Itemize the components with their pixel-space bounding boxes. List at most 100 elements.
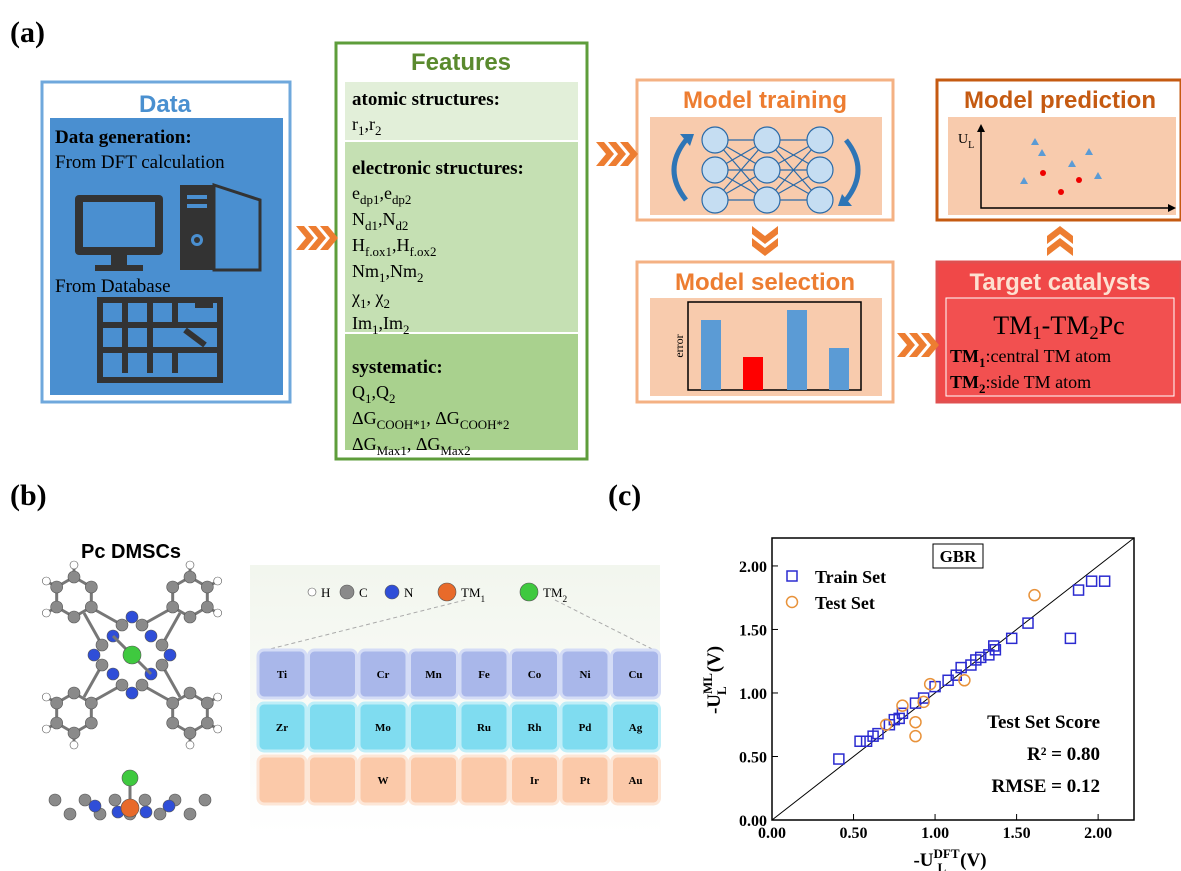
element-cell bbox=[307, 648, 358, 700]
text-line: ΔGMax1, ΔGMax2 bbox=[352, 434, 471, 458]
molecule bbox=[41, 560, 223, 821]
subscript: f.ox1 bbox=[365, 244, 392, 259]
atom bbox=[50, 600, 63, 614]
y-tick-label: 1.50 bbox=[739, 622, 767, 639]
atom bbox=[135, 618, 149, 632]
features-section bbox=[345, 142, 578, 332]
element-cell bbox=[458, 701, 510, 753]
subscript: 2 bbox=[389, 391, 395, 406]
label-unit: (V) bbox=[704, 646, 725, 672]
element-label: Pd bbox=[579, 722, 592, 734]
text-line: TM2 bbox=[543, 585, 568, 605]
text-line: χ1, χ2 bbox=[351, 287, 390, 311]
nn-node bbox=[753, 126, 781, 154]
text-run: H bbox=[321, 585, 330, 600]
chart-title: GBR bbox=[940, 547, 978, 566]
text-line: TM1-TM2Pc bbox=[993, 311, 1124, 344]
text-run: Nm bbox=[352, 261, 379, 281]
atom bbox=[213, 608, 223, 618]
text-run: :side TM atom bbox=[985, 372, 1091, 392]
subscript: 1 bbox=[979, 355, 985, 370]
text-line: TM2:side TM atom bbox=[950, 372, 1091, 396]
element-cell bbox=[509, 701, 560, 753]
atom bbox=[106, 667, 120, 681]
nn-node bbox=[753, 156, 781, 184]
atom bbox=[138, 793, 152, 807]
text-run: :central TM atom bbox=[985, 346, 1111, 366]
point bbox=[879, 718, 893, 731]
text-run: ,Nm bbox=[385, 261, 417, 281]
text-line: H bbox=[321, 585, 330, 600]
section-heading: atomic structures: bbox=[352, 89, 500, 110]
element-cell bbox=[256, 648, 308, 700]
atom bbox=[69, 560, 79, 570]
atom bbox=[213, 576, 223, 586]
subscript: 1 bbox=[481, 595, 486, 605]
y-tick-label: 1.00 bbox=[739, 686, 767, 703]
text-run: N bbox=[404, 585, 414, 600]
legend-marker bbox=[785, 595, 799, 609]
subscript: f.ox2 bbox=[409, 244, 436, 259]
atom bbox=[85, 696, 98, 710]
atom bbox=[166, 716, 179, 730]
periodic-table: Ti Cr Mn Fe Co Ni Cu Zr Mo Ru Rh Pd Ag W Ir Pt Au bbox=[256, 648, 661, 806]
text-run: ,H bbox=[392, 235, 410, 255]
illustration-bar bbox=[829, 348, 849, 390]
point bbox=[974, 651, 987, 664]
legend-label: Test Set bbox=[815, 593, 875, 613]
element-label: Ag bbox=[629, 722, 643, 734]
point bbox=[988, 640, 1000, 652]
atom bbox=[95, 658, 109, 672]
atom bbox=[201, 696, 214, 710]
atom bbox=[163, 648, 177, 662]
text-line: r1,r2 bbox=[352, 114, 381, 138]
subscript: 2 bbox=[403, 322, 409, 337]
legend-label: Train Set bbox=[815, 567, 886, 587]
subscript: 2 bbox=[979, 381, 985, 396]
atom bbox=[139, 805, 153, 819]
point bbox=[896, 707, 909, 720]
nn-node bbox=[701, 156, 729, 184]
element-label: Rh bbox=[527, 722, 541, 734]
point bbox=[872, 727, 884, 740]
atom bbox=[67, 610, 81, 624]
subscript: d2 bbox=[395, 218, 408, 233]
label-base: -U bbox=[704, 694, 725, 714]
element-cell bbox=[559, 754, 611, 806]
nn-node bbox=[701, 186, 729, 214]
annotation: R² = 0.80 bbox=[1027, 744, 1100, 765]
section-heading: systematic: bbox=[352, 357, 443, 378]
text-run: U bbox=[958, 132, 968, 147]
text-run: ,Q bbox=[371, 382, 389, 402]
element-cell bbox=[458, 648, 510, 700]
text-run: TM bbox=[543, 585, 563, 600]
label-unit: (V) bbox=[960, 850, 986, 871]
element-label: Fe bbox=[478, 669, 490, 681]
atom bbox=[183, 570, 197, 584]
atom bbox=[135, 678, 149, 692]
target-inner bbox=[945, 297, 1175, 397]
atom bbox=[88, 799, 102, 813]
text-run: ,e bbox=[379, 183, 392, 203]
text-run: C bbox=[359, 585, 368, 600]
guide-lines bbox=[257, 599, 659, 653]
text-run: Pc bbox=[1099, 311, 1125, 340]
axis-label: error bbox=[672, 334, 686, 357]
atom bbox=[85, 600, 98, 614]
x-tick-label: 0.00 bbox=[758, 825, 786, 842]
text-run: N bbox=[352, 209, 365, 229]
subscript: Max2 bbox=[440, 443, 470, 458]
box-title: Model selection bbox=[675, 269, 855, 296]
element-cell bbox=[458, 754, 510, 806]
atom bbox=[67, 726, 81, 740]
element-cell bbox=[307, 754, 358, 806]
text: From DFT calculation bbox=[55, 152, 225, 173]
atom bbox=[69, 740, 79, 750]
panel-title: Pc DMSCs bbox=[81, 541, 181, 563]
server-icon bbox=[97, 297, 223, 383]
element-cell bbox=[408, 754, 459, 806]
text-run: Im bbox=[352, 313, 372, 333]
element-cell bbox=[408, 648, 459, 700]
text-run: , χ bbox=[366, 287, 383, 307]
illustration-bar bbox=[787, 310, 807, 390]
